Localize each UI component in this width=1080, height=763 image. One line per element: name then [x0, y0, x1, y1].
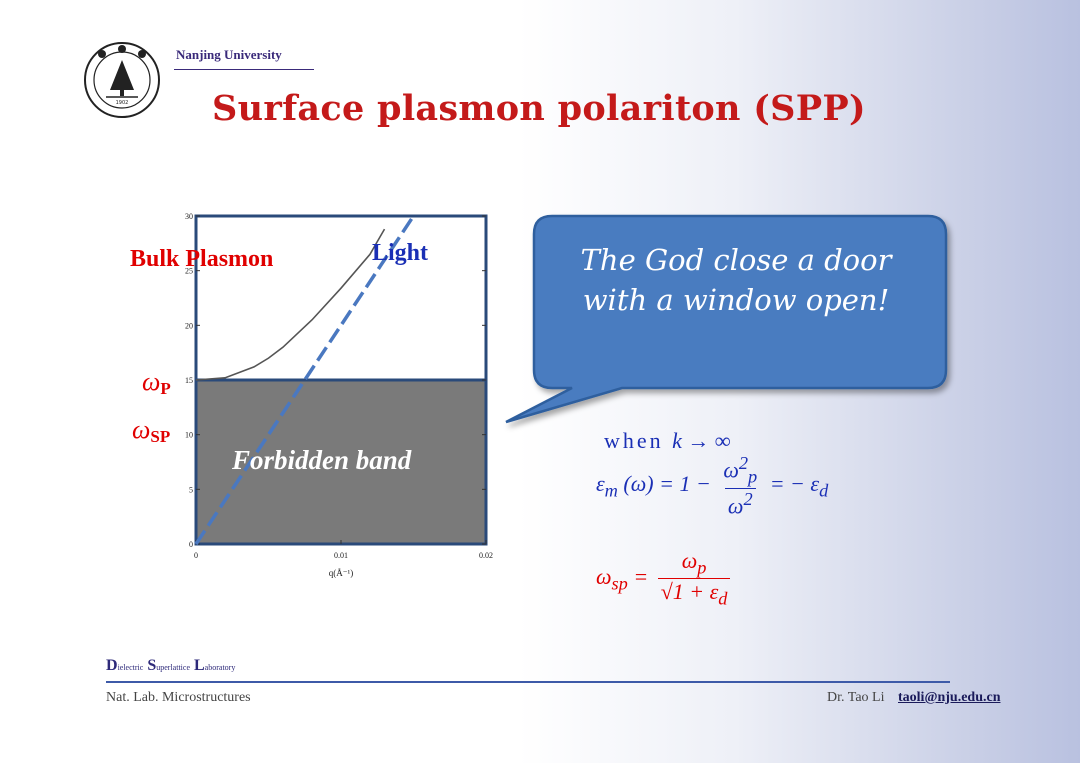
footer-lab-name: Nat. Lab. Microstructures: [106, 690, 251, 705]
equation-when: when k → ∞: [604, 428, 731, 453]
callout-line-2: with a window open!: [582, 283, 890, 317]
y-tick-label: 20: [185, 321, 193, 330]
footer-divider: [106, 681, 950, 683]
svg-text:1902: 1902: [116, 100, 129, 106]
callout-bubble: [505, 214, 948, 424]
omega-p-label: ωP: [142, 367, 171, 398]
callout-text: The God close a door with a window open!: [536, 240, 936, 320]
y-tick-label: 5: [189, 485, 193, 494]
university-underline: [174, 69, 314, 70]
bulk-plasmon-label: Bulk Plasmon: [130, 246, 274, 272]
y-tick-label: 10: [185, 431, 193, 440]
fraction-omega-sp: ωp √1 + εd: [657, 548, 731, 610]
light-label: Light: [372, 240, 429, 266]
x-tick-label: 0: [194, 551, 198, 560]
y-tick-label: 25: [185, 267, 193, 276]
university-seal-logo: 1902: [84, 42, 160, 118]
forbidden-band-label: Forbidden band: [232, 445, 412, 475]
equation-permittivity: εm (ω) = 1 − ω2p ω2 = − εd: [596, 453, 829, 519]
forbidden-band-region: [196, 380, 486, 544]
dispersion-chart: 0 5 10 15 20 25 30 0 0.01 0.02 q(Å⁻¹): [185, 212, 493, 578]
y-tick-label: 30: [185, 212, 193, 221]
x-axis-label: q(Å⁻¹): [329, 568, 353, 578]
lab-initials: Dielectric Superlattice Laboratory: [106, 657, 236, 674]
fraction-plasma: ω2p ω2: [723, 453, 758, 519]
y-tick-label: 0: [189, 540, 193, 549]
callout-line-1: The God close a door: [580, 243, 892, 277]
x-tick-label: 0.02: [479, 551, 493, 560]
footer-email-link[interactable]: taoli@nju.edu.cn: [898, 690, 1001, 705]
x-tick-label: 0.01: [334, 551, 348, 560]
footer-author: Dr. Tao Li: [827, 690, 885, 705]
university-name: Nanjing University: [176, 47, 282, 62]
slide-title: Surface plasmon polariton (SPP): [212, 88, 866, 129]
series-bulk-plasmon: [195, 228, 386, 381]
equation-omega-sp: ωsp = ωp √1 + εd: [596, 548, 734, 610]
y-tick-label: 15: [185, 376, 193, 385]
omega-sp-label: ωSP: [132, 415, 171, 446]
